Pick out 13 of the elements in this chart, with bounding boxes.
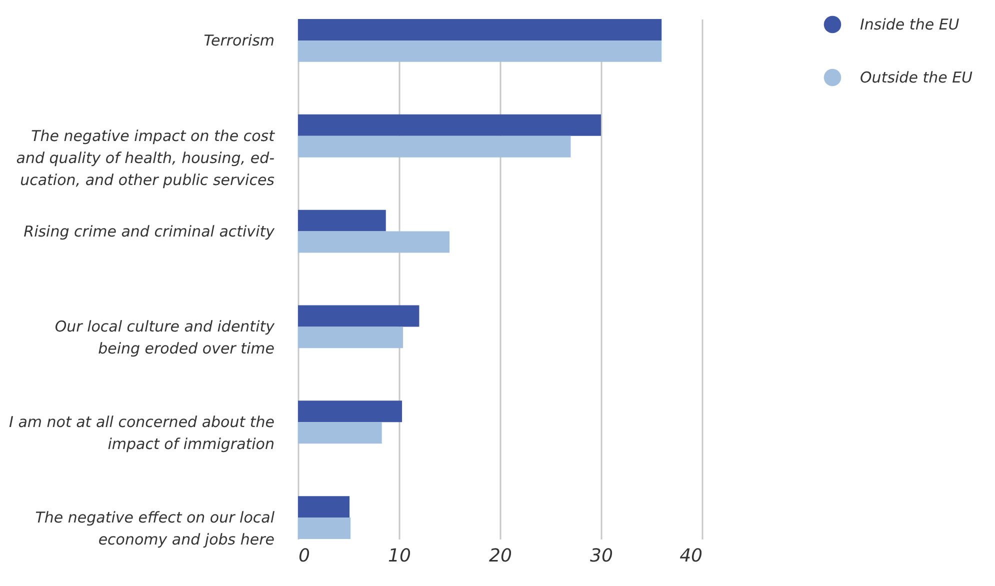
y-tick-label: The negative effect on our local economy and jobs here <box>35 508 276 549</box>
x-tick-label: 0 <box>298 546 310 566</box>
y-tick-label: Terrorism <box>204 31 274 50</box>
legend-label: Outside the EU <box>860 68 973 86</box>
x-tick-label: 10 <box>388 546 411 566</box>
y-tick-label: Our local culture and identity being eroded over time <box>54 318 276 358</box>
x-tick-label: 20 <box>489 546 512 566</box>
y-tick-label: I am not at all concerned about the impact of immigration <box>9 413 274 454</box>
x-tick-label: 40 <box>680 546 702 566</box>
legend-label: Inside the EU <box>860 16 960 34</box>
x-tick-label: 30 <box>590 546 613 566</box>
y-tick-label: The negative impact on the cost and quality of health, housing, ed- ucation, and other public services <box>16 126 276 189</box>
y-tick-label: Rising crime and criminal activity <box>24 222 276 240</box>
